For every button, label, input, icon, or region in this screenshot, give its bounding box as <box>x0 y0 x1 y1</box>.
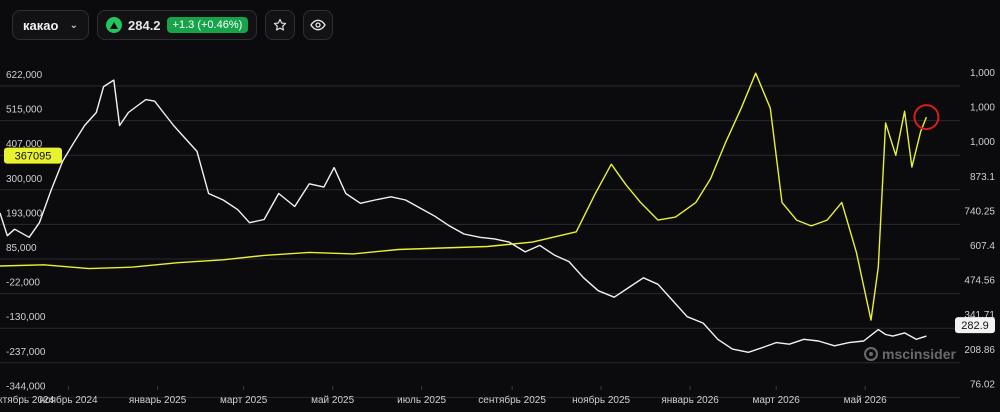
eye-icon <box>310 19 327 31</box>
price-change-badge: +1.3 (+0.46%) <box>166 17 249 33</box>
left-tick-label: 85,000 <box>6 243 37 254</box>
right-tick-label: 740.25 <box>964 206 995 217</box>
right-tick-label: 474.56 <box>964 276 995 287</box>
current-price: 284.2 <box>128 17 161 33</box>
x-tick-label: ноябрь 2025 <box>572 394 630 406</box>
left-tick-label: -237,000 <box>6 347 46 358</box>
favorite-button[interactable] <box>265 10 296 40</box>
chevron-down-icon: ⌄ <box>69 19 78 31</box>
right-tick-label: 1,000 <box>970 137 995 148</box>
x-tick-label: ноябрь 2024 <box>40 394 98 406</box>
symbol-label: какао <box>23 17 59 33</box>
watch-button[interactable] <box>303 10 334 40</box>
x-tick-label: октябрь 2024 <box>0 394 55 406</box>
right-tick-label: 341.71 <box>964 310 995 321</box>
left-tick-label: 193,000 <box>6 208 43 219</box>
series-line-yellow <box>0 72 928 321</box>
x-tick-label: май 2025 <box>311 395 354 406</box>
x-tick-label: сентябрь 2025 <box>478 394 546 406</box>
right-tick-label: 208.86 <box>964 345 995 356</box>
symbol-selector[interactable]: какао ⌄ <box>12 10 89 40</box>
right-tick-label: 607.4 <box>970 241 995 252</box>
x-tick-label: январь 2025 <box>129 395 187 406</box>
price-badge: 284.2 +1.3 (+0.46%) <box>97 10 258 40</box>
x-tick-label: март 2026 <box>752 395 800 406</box>
left-tick-label: 622,000 <box>6 70 43 81</box>
watermark-text: mscinsider <box>882 346 956 362</box>
series-line-white <box>0 79 927 353</box>
x-tick-label: май 2026 <box>844 395 887 406</box>
right-tick-label: 1,000 <box>970 103 995 114</box>
triangle-up-icon <box>106 17 122 33</box>
chart-toolbar: какао ⌄ 284.2 +1.3 (+0.46%) <box>12 10 334 40</box>
star-icon <box>274 18 287 31</box>
left-tick-label: 407,000 <box>6 139 43 150</box>
left-tick-label: 300,000 <box>6 174 43 185</box>
left-tick-label: -130,000 <box>6 312 46 323</box>
left-value-marker <box>4 147 62 164</box>
left-value-marker-label: 367095 <box>15 151 52 163</box>
highlight-circle <box>913 104 940 131</box>
right-value-marker <box>955 317 995 334</box>
right-tick-label: 1,000 <box>970 68 995 79</box>
x-tick-label: январь 2026 <box>661 395 719 406</box>
logo-icon <box>864 347 878 361</box>
left-tick-label: -344,000 <box>6 381 46 392</box>
left-tick-label: 515,000 <box>6 105 43 116</box>
right-tick-label: 873.1 <box>970 172 995 183</box>
left-tick-label: -22,000 <box>6 278 40 289</box>
right-tick-label: 76.02 <box>970 379 995 390</box>
x-tick-label: июль 2025 <box>397 395 446 406</box>
right-value-marker-label: 282.9 <box>961 320 989 332</box>
x-tick-label: март 2025 <box>220 395 268 406</box>
watermark-logo: mscinsider <box>864 346 956 362</box>
